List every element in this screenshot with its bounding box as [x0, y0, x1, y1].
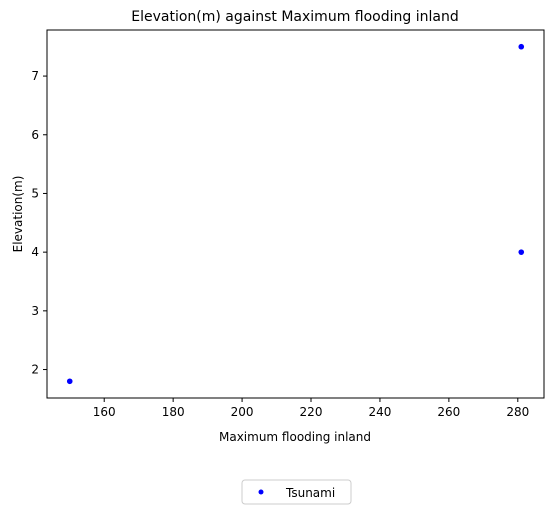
plot-frame	[46, 29, 545, 399]
legend-marker	[258, 489, 264, 495]
x-tick-label: 280	[506, 405, 529, 419]
x-tick-label: 260	[437, 405, 460, 419]
data-point	[518, 43, 525, 50]
data-point	[518, 249, 525, 255]
legend-box	[241, 479, 352, 505]
y-tick-label: 6	[31, 128, 39, 142]
x-tick-label: 160	[93, 405, 116, 419]
x-tick-label: 200	[231, 405, 254, 419]
x-axis-label: Maximum flooding inland	[219, 430, 371, 444]
y-tick-label: 4	[31, 245, 39, 259]
data-points	[66, 43, 525, 385]
data-point	[66, 378, 73, 385]
x-tick-label: 220	[300, 405, 323, 419]
y-tick-label: 7	[31, 69, 39, 83]
chart-title: Elevation(m) against Maximum flooding in…	[131, 9, 458, 25]
y-axis-label: Elevation(m)	[11, 176, 25, 253]
y-tick-label: 3	[31, 304, 39, 318]
y-tick-label: 2	[31, 363, 39, 377]
legend-label: Tsunami	[285, 486, 335, 500]
plot-area: 160 180 200 220 240 260 280 2 3 4 5 6 7	[31, 29, 545, 419]
y-tick-label: 5	[31, 186, 39, 200]
x-tick-label: 240	[368, 405, 391, 419]
y-axis-ticks: 2 3 4 5 6 7	[31, 69, 47, 377]
legend: Tsunami	[241, 479, 352, 505]
x-axis-ticks: 160 180 200 220 240 260 280	[93, 398, 529, 419]
x-tick-label: 180	[162, 405, 185, 419]
